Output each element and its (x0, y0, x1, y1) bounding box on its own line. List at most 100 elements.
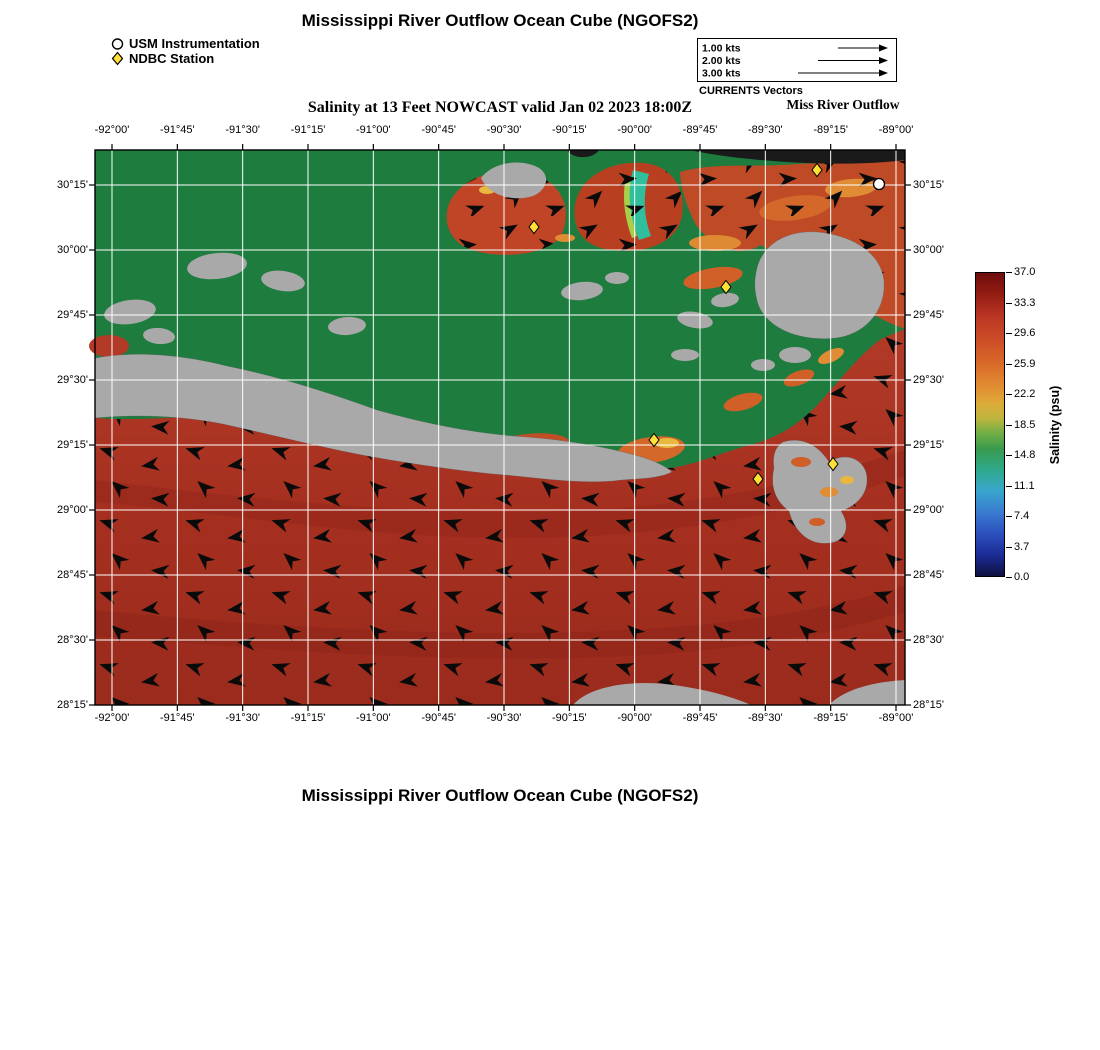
salinity-map (89, 144, 911, 711)
x-axis-labels-bottom: -92°00' -91°45' -91°30' -91°15' -91°00' -90°4… (94, 712, 914, 726)
usm-circle-icon (111, 38, 124, 50)
y-axis-tick-label: 28°15' (57, 699, 88, 711)
land-islet (671, 349, 699, 361)
x-axis-tick-label: -91°45' (160, 712, 195, 724)
y-axis-tick-label: 28°45' (913, 569, 944, 581)
legend-label: NDBC Station (129, 51, 215, 66)
top-edge-land (567, 150, 599, 158)
vector-legend-label: 3.00 kts (702, 68, 741, 80)
land-islet (328, 316, 366, 336)
x-axis-tick-label: -91°00' (356, 712, 391, 724)
page-title: Mississippi River Outflow Ocean Cube (NG… (301, 11, 699, 30)
vector-legend-label: 2.00 kts (702, 55, 741, 67)
x-axis-tick-label: -90°45' (421, 124, 456, 136)
barrier-island (481, 162, 547, 199)
y-axis-tick-label: 29°45' (57, 309, 88, 321)
colorbar-axis-label: Salinity (psu) (1046, 272, 1064, 577)
x-axis-tick-label: -89°30' (748, 712, 783, 724)
colorbar-tick-label: 14.8 (1005, 449, 1036, 461)
usm-instrumentation-marker (872, 177, 886, 191)
station-markers (528, 162, 886, 487)
y-axis-tick-label: 29°30' (57, 374, 88, 386)
ndbc-station-marker (528, 219, 540, 235)
land-islet (561, 281, 603, 301)
colorbar-tick-label: 33.3 (1005, 296, 1036, 309)
land-islet (677, 311, 713, 329)
x-axis-tick-label: -91°00' (356, 124, 391, 136)
currents-vector-legend-box: 1.00 kts 2.00 kts 3.00 kts (697, 38, 897, 82)
ndbc-diamond-icon (111, 51, 124, 66)
y-axis-tick-label: 29°30' (913, 374, 944, 386)
orange-salinity-patch (820, 487, 838, 497)
vector-legend-label: 1.00 kts (702, 43, 741, 55)
x-axis-tick-label: -92°00' (94, 124, 130, 136)
coastal-red-patch (89, 335, 129, 357)
legend-label: USM Instrumentation (129, 36, 260, 51)
colorbar-tick-label: 3.7 (1005, 540, 1030, 553)
x-axis-tick-label: -89°15' (813, 124, 848, 136)
bottom-title: Mississippi River Outflow Ocean Cube (NG… (301, 786, 699, 805)
x-axis-tick-label: -90°30' (486, 124, 522, 136)
ndbc-station-marker (648, 432, 660, 448)
land-islet (261, 270, 305, 292)
bottom-right-land (829, 680, 905, 705)
yellow-salinity-patch (840, 476, 854, 484)
y-axis-tick-label: 30°00' (57, 244, 88, 256)
y-axis-tick-label: 28°30' (57, 634, 88, 646)
louisiana-coast-land (94, 354, 673, 482)
land-islet (143, 327, 175, 345)
x-axis-tick-label: -89°00' (878, 124, 914, 136)
x-axis-labels-top: -92°00' -91°45' -91°30' -91°15' -91°00' -90°4… (94, 124, 914, 138)
x-axis-tick-label: -91°15' (290, 124, 326, 136)
y-axis-labels-right: 30°15' 30°00' 29°45' 29°30' 29°15' 29°00' 28°4… (913, 150, 965, 711)
y-axis-tick-label: 29°00' (57, 504, 88, 516)
y-axis-tick-label: 29°15' (913, 439, 944, 451)
x-axis-tick-label: -90°15' (552, 124, 587, 136)
vector-arrowhead-icon (879, 69, 888, 77)
x-axis-tick-label: -90°00' (617, 124, 652, 136)
land-islet (751, 359, 775, 371)
colorbar-tick-label: 37.0 (1005, 266, 1036, 278)
orange-salinity-patch (723, 392, 763, 412)
colorbar-axis-label-text: Salinity (psu) (1048, 385, 1063, 464)
colorbar-tick-label: 11.1 (1006, 479, 1035, 492)
x-axis-tick-label: -89°30' (748, 124, 783, 136)
x-axis-tick-label: -90°15' (552, 712, 587, 724)
x-axis-tick-label: -90°30' (486, 712, 522, 724)
x-axis-tick-label: -92°00' (94, 712, 130, 724)
land-islet (711, 292, 739, 308)
x-axis-tick-label: -89°45' (682, 124, 718, 136)
colorbar-tick-label: 7.4 (1005, 510, 1030, 522)
legend-item-usm: USM Instrumentation (110, 36, 260, 51)
y-axis-tick-label: 28°30' (913, 634, 944, 646)
symbol-legend: USM Instrumentation NDBC Station (110, 36, 260, 66)
ndbc-station-marker (752, 471, 764, 487)
y-axis-tick-label: 29°00' (913, 504, 944, 516)
land-islet (605, 272, 629, 284)
vector-arrowhead-icon (879, 44, 888, 52)
y-axis-tick-label: 30°15' (913, 179, 944, 191)
y-axis-tick-label: 28°15' (913, 699, 944, 711)
y-axis-labels-left: 30°15' 30°00' 29°45' 29°30' 29°15' 29°00' 28°4… (36, 150, 88, 711)
orange-salinity-patch (783, 369, 815, 387)
orange-salinity-patch (809, 518, 825, 526)
x-axis-tick-label: -89°00' (878, 712, 914, 724)
axis-ticks (89, 144, 911, 711)
plot-subtitle: Salinity at 13 Feet NOWCAST valid Jan 02… (307, 99, 693, 116)
colorbar-tick-labels: 37.0 33.3 29.6 25.9 22.2 18.5 14.8 11.1 7.4 3.7 0.… (1005, 266, 1056, 583)
map-plot (89, 144, 911, 711)
land-islet (104, 299, 156, 325)
colorbar-tick-label: 18.5 (1005, 418, 1036, 431)
colorbar-tick-label: 22.2 (1005, 388, 1036, 400)
x-axis-tick-label: -90°45' (421, 712, 456, 724)
miss-river-outflow-label: Miss River Outflow (786, 97, 900, 112)
x-axis-tick-label: -91°45' (160, 124, 195, 136)
top-edge-land (690, 150, 905, 164)
ndbc-station-marker (827, 456, 839, 472)
y-axis-tick-label: 28°45' (57, 569, 88, 581)
delta-accent-layer (791, 457, 854, 526)
x-axis-tick-label: -91°15' (290, 712, 326, 724)
colorbar-tick-label: 25.9 (1005, 357, 1036, 370)
x-axis-tick-label: -91°30' (225, 712, 260, 724)
